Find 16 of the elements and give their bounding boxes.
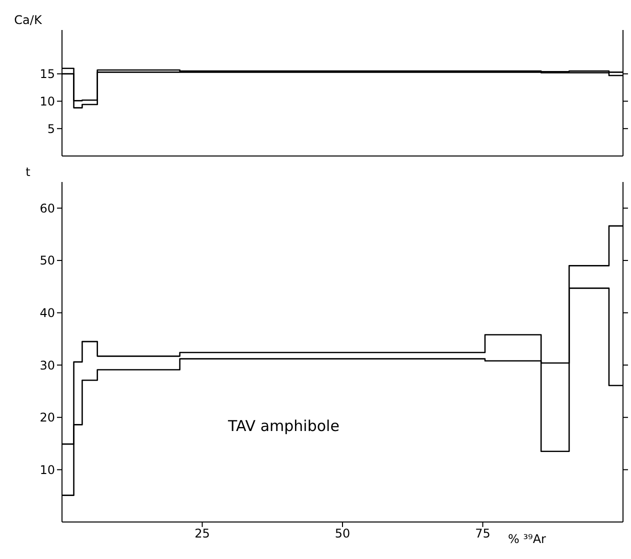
y-tick-label: 15 [40, 67, 55, 82]
y-axis-title: Ca/K [14, 13, 43, 27]
y-tick-label: 20 [40, 410, 55, 425]
x-tick-label: 75 [475, 526, 490, 541]
y-tick-label: 10 [40, 94, 55, 108]
y-tick-label: 10 [40, 462, 55, 477]
y-axis-title: t [26, 165, 31, 179]
y-tick-label: 50 [40, 254, 55, 268]
y-tick-label: 60 [40, 201, 55, 216]
x-tick-label: 25 [194, 526, 210, 541]
annotation: TAV amphibole [228, 416, 340, 435]
y-tick-label: 5 [47, 122, 55, 136]
x-tick-label: 50 [334, 526, 350, 541]
y-tick-label: 30 [40, 358, 55, 372]
y-tick-label: 40 [40, 306, 55, 320]
x-axis-title: % ³⁹Ar [508, 532, 546, 546]
